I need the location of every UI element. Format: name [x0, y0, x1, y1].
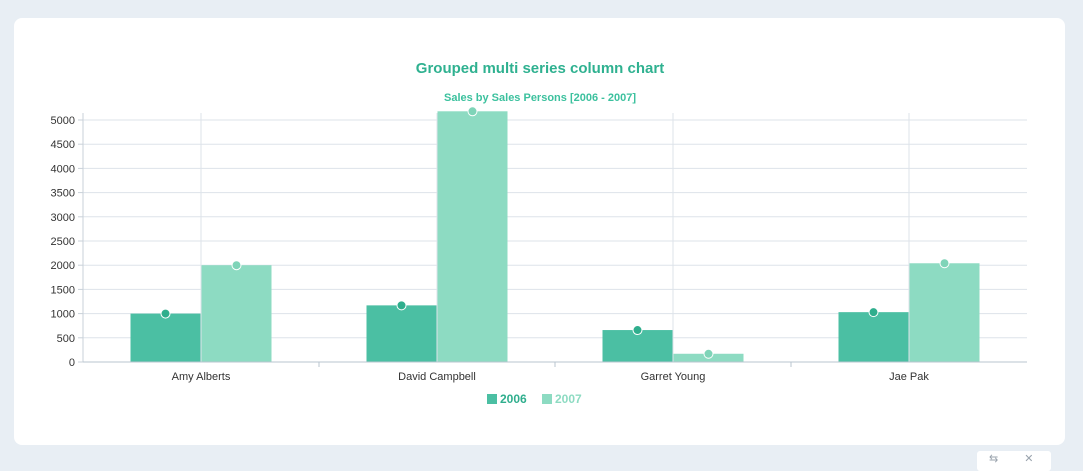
legend-label[interactable]: 2007 [555, 392, 582, 406]
x-tick-label: David Campbell [398, 371, 476, 383]
y-tick-label: 3000 [51, 212, 75, 224]
bar[interactable] [366, 305, 437, 362]
swap-icon[interactable]: ⇆ [989, 453, 999, 465]
data-point[interactable] [396, 300, 407, 311]
legend-label[interactable]: 2006 [500, 392, 527, 406]
bar[interactable] [602, 330, 673, 362]
bar[interactable] [909, 263, 980, 362]
close-icon[interactable]: ✕ [1024, 453, 1034, 465]
chart: Grouped multi series column chart Sales … [51, 60, 1027, 406]
x-tick-label: Garret Young [641, 371, 706, 383]
y-tick-label: 5000 [51, 115, 75, 127]
data-point[interactable] [160, 308, 171, 319]
data-point[interactable] [467, 106, 478, 117]
y-tick-label: 0 [69, 357, 75, 369]
chart-card: Grouped multi series column chart Sales … [14, 18, 1065, 445]
data-point[interactable] [231, 260, 242, 271]
y-tick-label: 1500 [51, 284, 75, 296]
chart-toolbar: ⇆ ✕ [977, 451, 1051, 471]
x-tick-label: Jae Pak [889, 371, 929, 383]
legend-swatch[interactable] [487, 394, 497, 404]
data-point[interactable] [939, 258, 950, 269]
bar[interactable] [437, 111, 508, 363]
data-point[interactable] [868, 307, 879, 318]
legend[interactable]: 2006 2007 [487, 392, 582, 406]
chart-title: Grouped multi series column chart [416, 60, 664, 77]
data-point[interactable] [632, 325, 643, 336]
axis-layer: 0 500 1000 1500 2000 2500 3000 3500 4000 4500 5000… [51, 113, 1027, 383]
y-tick-label: 1000 [51, 309, 75, 321]
bar[interactable] [130, 313, 201, 362]
y-tick-label: 4000 [51, 163, 75, 175]
bar[interactable] [838, 312, 909, 362]
y-tick-label: 500 [57, 333, 75, 345]
data-point[interactable] [703, 348, 714, 359]
y-tick-label: 2000 [51, 260, 75, 272]
bars-layer [130, 106, 980, 363]
chart-subtitle: Sales by Sales Persons [2006 - 2007] [444, 92, 636, 104]
bar[interactable] [201, 265, 272, 362]
legend-swatch[interactable] [542, 394, 552, 404]
y-tick-label: 3500 [51, 188, 75, 200]
y-tick-label: 2500 [51, 236, 75, 248]
y-tick-label: 4500 [51, 139, 75, 151]
x-tick-label: Amy Alberts [172, 371, 231, 383]
